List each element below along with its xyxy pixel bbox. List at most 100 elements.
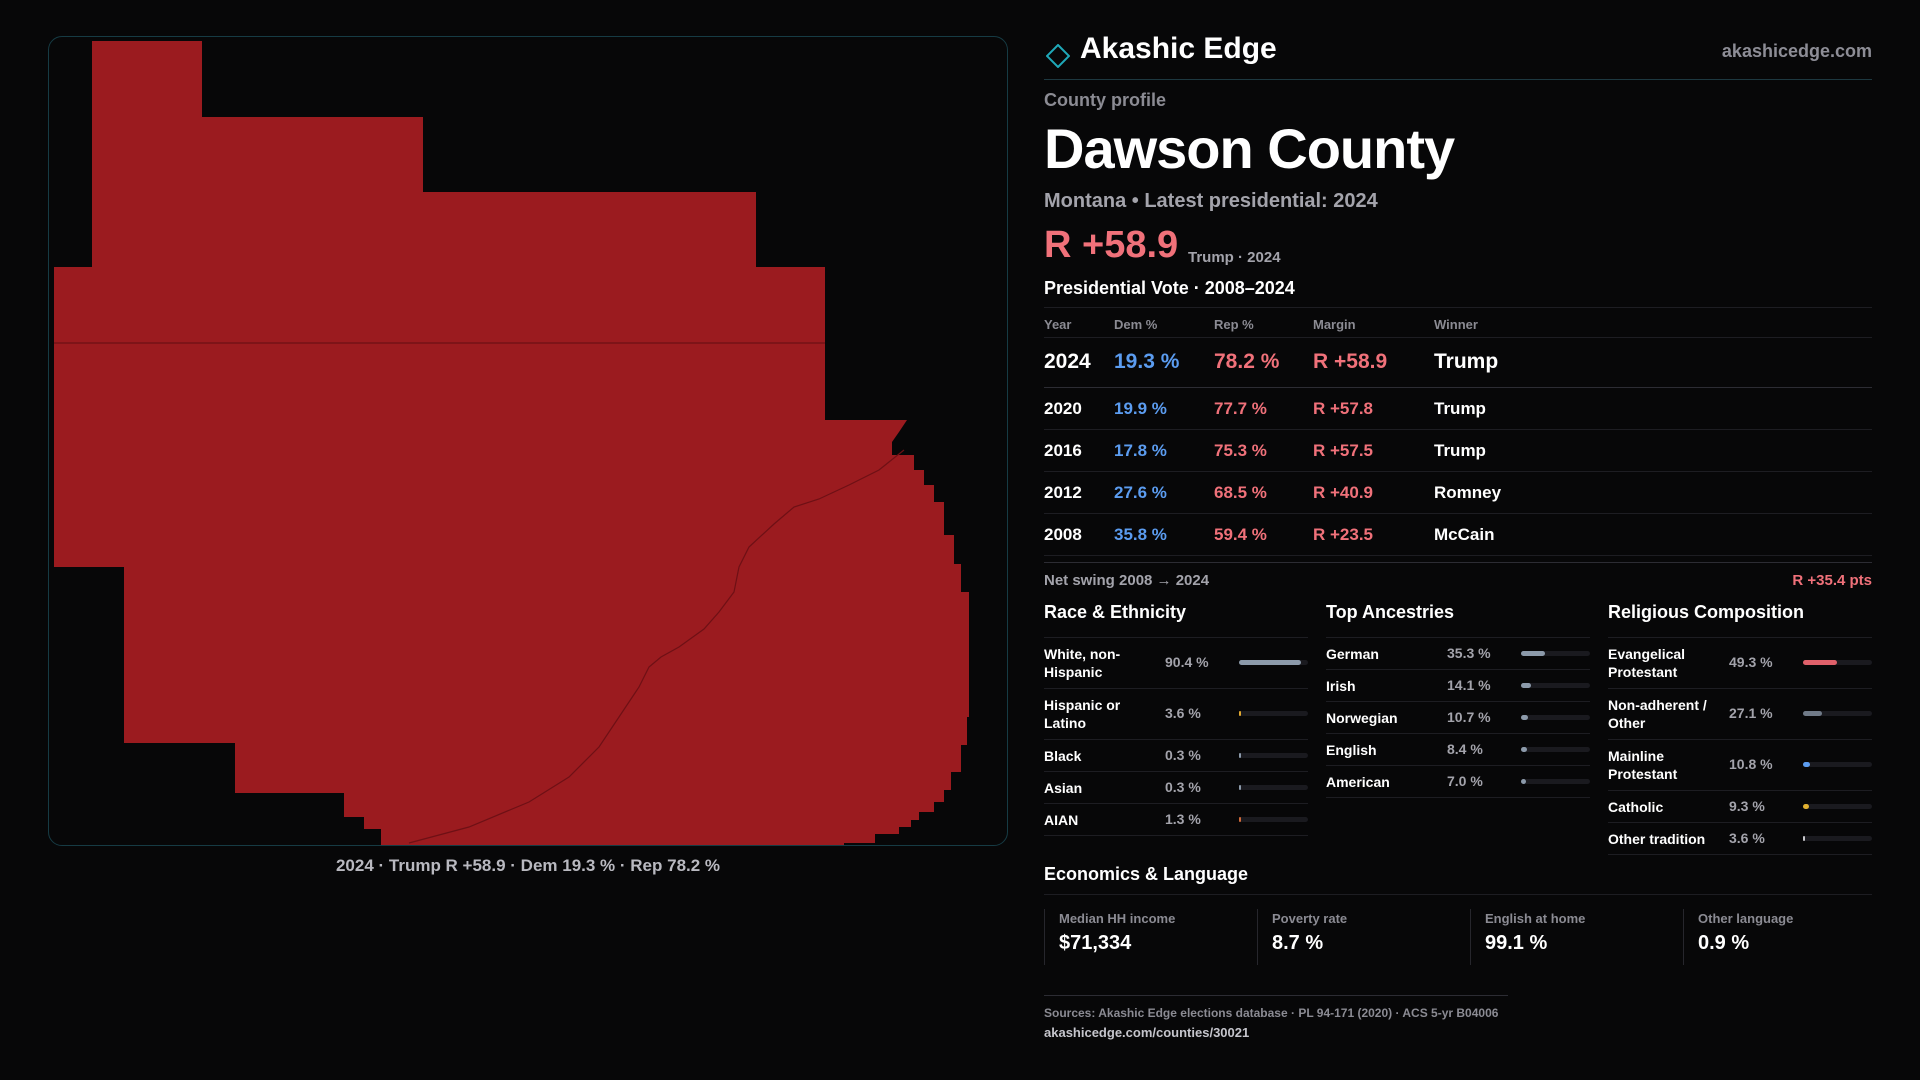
item-bar-fill [1239,753,1241,758]
item-bar-fill [1521,715,1528,720]
header-year: Year [1044,317,1072,332]
header-margin: Margin [1313,317,1356,332]
item-value: 14.1 % [1447,677,1491,693]
net-swing-value: R +35.4 pts [1792,572,1872,589]
list-item: Catholic 9.3 % [1608,791,1872,823]
item-bar [1521,651,1590,656]
stat-label: Other language [1698,911,1794,926]
sources-line: Sources: Akashic Edge elections database… [1044,1006,1499,1020]
cell-margin: R +57.5 [1313,441,1374,460]
list-item: Asian 0.3 % [1044,772,1308,804]
list-item: German 35.3 % [1326,638,1590,670]
header-winner: Winner [1434,317,1478,332]
item-bar [1803,804,1872,809]
cell-dem: 19.9 % [1114,399,1167,418]
item-bar [1803,660,1872,665]
item-value: 10.7 % [1447,709,1491,725]
stat-english-at-home: English at home 99.1 % [1470,909,1670,965]
item-bar-fill [1521,651,1545,656]
item-value: 90.4 % [1165,654,1209,670]
stat-label: Poverty rate [1272,911,1348,926]
item-bar [1239,753,1308,758]
item-label: Evangelical Protestant [1608,646,1686,680]
item-label: AIAN [1044,812,1079,828]
brand-url-link[interactable]: akashicedge.com [1721,41,1872,61]
religion-title: Religious Composition [1608,602,1872,638]
item-label: Black [1044,748,1082,764]
cell-year: 2008 [1044,525,1082,544]
cell-rep: 78.2 % [1214,350,1280,373]
county-map-panel[interactable] [48,36,1008,846]
stat-median-income: Median HH income $71,334 [1044,909,1244,965]
sources-footer: Sources: Akashic Edge elections database… [1044,995,1508,1040]
item-label: American [1326,774,1390,790]
table-header-row: Year Dem % Rep % Margin Winner [1044,307,1872,338]
headline-margin: R +58.9 [1044,224,1179,266]
item-label: Norwegian [1326,710,1398,726]
item-label: Irish [1326,678,1356,694]
list-item: English 8.4 % [1326,734,1590,766]
cell-year: 2016 [1044,441,1082,460]
stat-value: $71,334 [1059,932,1132,954]
stat-value: 99.1 % [1485,932,1548,954]
item-bar-fill [1803,660,1837,665]
map-caption: 2024 · Trump R +58.9 · Dem 19.3 % · Rep … [335,856,721,875]
list-item: Hispanic or Latino 3.6 % [1044,689,1308,740]
economics-title: Economics & Language [1044,864,1249,884]
sources-url-link[interactable]: akashicedge.com/counties/30021 [1044,1025,1250,1040]
stat-value: 0.9 % [1698,932,1750,954]
item-label: Asian [1044,780,1083,796]
county-map[interactable] [49,37,1008,846]
list-item: AIAN 1.3 % [1044,804,1308,836]
item-bar [1521,779,1590,784]
cell-winner: Trump [1434,399,1486,418]
item-bar [1239,711,1308,716]
header-dem: Dem % [1114,317,1158,332]
item-value: 1.3 % [1165,811,1201,827]
county-shape[interactable] [54,41,969,846]
list-item: Black 0.3 % [1044,740,1308,772]
item-bar-fill [1803,762,1810,767]
presidential-vote-table: Year Dem % Rep % Margin Winner 2024 19.3… [1044,307,1872,556]
presidential-vote-title: Presidential Vote · 2008–2024 [1044,278,1295,298]
list-item: Other tradition 3.6 % [1608,823,1872,855]
race-ethnicity-section: Race & Ethnicity White, non-Hispanic 90.… [1044,602,1308,836]
ancestries-title: Top Ancestries [1326,602,1590,638]
item-label: Hispanic or Latino [1044,697,1121,731]
race-ethnicity-title: Race & Ethnicity [1044,602,1308,638]
item-value: 49.3 % [1729,654,1773,670]
item-label: Catholic [1608,799,1664,815]
stat-value: 8.7 % [1272,932,1324,954]
profile-eyebrow: County profile [1044,90,1166,110]
item-bar-fill [1521,683,1531,688]
list-item: American 7.0 % [1326,766,1590,798]
stat-label: Median HH income [1059,911,1176,926]
cell-rep: 68.5 % [1214,483,1267,502]
table-row: 2012 27.6 % 68.5 % R +40.9 Romney [1044,472,1872,514]
list-item: White, non-Hispanic 90.4 % [1044,638,1308,689]
table-row: 2008 35.8 % 59.4 % R +23.5 McCain [1044,514,1872,556]
cell-year: 2020 [1044,399,1082,418]
cell-year: 2012 [1044,483,1082,502]
stat-label: English at home [1485,911,1586,926]
cell-winner: McCain [1434,525,1495,544]
item-label: English [1326,742,1377,758]
item-value: 7.0 % [1447,773,1483,789]
table-row: 2024 19.3 % 78.2 % R +58.9 Trump [1044,338,1872,388]
headline-margin-note: Trump · 2024 [1188,249,1281,266]
list-item: Mainline Protestant 10.8 % [1608,740,1872,791]
item-value: 10.8 % [1729,756,1773,772]
cell-dem: 17.8 % [1114,441,1167,460]
item-bar [1803,711,1872,716]
item-value: 3.6 % [1165,705,1201,721]
item-bar [1239,817,1308,822]
item-bar [1239,660,1308,665]
item-bar-fill [1803,804,1809,809]
item-bar-fill [1239,817,1241,822]
economics-row: Median HH income $71,334 Poverty rate 8.… [1044,894,1872,974]
table-row: 2020 19.9 % 77.7 % R +57.8 Trump [1044,388,1872,430]
cell-dem: 27.6 % [1114,483,1167,502]
item-label: Non-adherent / Other [1608,697,1707,731]
cell-rep: 77.7 % [1214,399,1267,418]
religion-section: Religious Composition Evangelical Protes… [1608,602,1872,855]
